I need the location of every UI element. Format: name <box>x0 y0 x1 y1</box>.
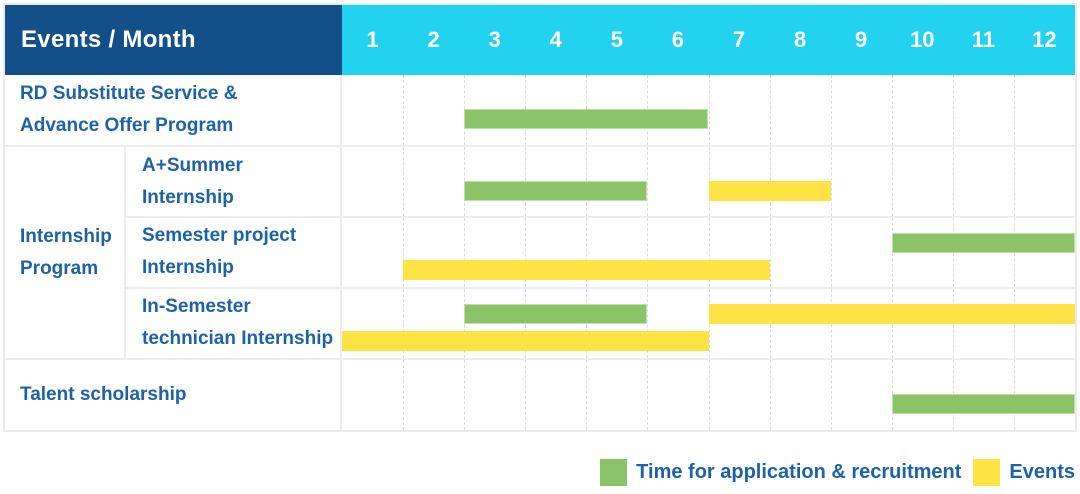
month-gridline <box>769 218 771 287</box>
chart-row <box>342 288 1075 358</box>
month-label: 8 <box>793 27 807 52</box>
month-gridline <box>647 218 649 287</box>
month-label: 10 <box>910 27 935 52</box>
month-label: 1 <box>366 27 379 52</box>
month-label: 2 <box>427 27 440 52</box>
chart-row <box>342 359 1075 430</box>
event-bar <box>708 303 1075 324</box>
table-row-in-semester: In-Semester technician Internship <box>126 286 1075 358</box>
month-gridline <box>403 359 405 430</box>
table-body: RD Substitute Service & Advance Offer Pr… <box>5 75 1075 430</box>
month-gridline <box>830 147 832 217</box>
chart-row <box>342 75 1075 146</box>
chart-row <box>342 147 1075 217</box>
month-gridline <box>586 218 588 287</box>
application-legend-swatch <box>600 458 628 486</box>
event-bar <box>342 330 709 351</box>
month-gridline <box>891 75 893 146</box>
month-gridline <box>403 75 405 146</box>
month-label: 5 <box>610 27 623 52</box>
internship-subrows: A+Summer Internship Semester project Int… <box>126 147 1075 358</box>
month-gridline <box>1013 147 1015 217</box>
month-gridline <box>403 218 405 287</box>
row-label: Talent scholarship <box>5 359 342 430</box>
month-label: 11 <box>971 27 995 52</box>
application-bar <box>464 109 709 129</box>
row-label: Semester project Internship <box>126 218 342 287</box>
month-gridline <box>891 147 893 217</box>
month-label: 6 <box>671 27 685 52</box>
month-gridline <box>830 218 832 287</box>
application-bar <box>464 303 648 324</box>
month-gridline <box>1013 75 1015 146</box>
month-gridline <box>952 75 954 146</box>
month-header-row: 1 2 3 4 5 6 7 8 9 10 11 12 <box>342 5 1075 75</box>
month-gridline <box>403 288 405 358</box>
application-legend-label: Time for application & recruitment <box>636 460 962 483</box>
table-title: Events / Month <box>21 26 196 53</box>
events-legend-label: Events <box>1009 460 1075 483</box>
table-header-row: Events / Month 1 2 3 4 5 6 7 8 9 10 11 12 <box>5 5 1075 75</box>
application-bar <box>891 393 1075 414</box>
month-gridline <box>769 75 771 146</box>
month-gridline <box>464 218 466 287</box>
month-gridline <box>403 147 405 217</box>
schedule-table: Events / Month 1 2 3 4 5 6 7 8 9 10 11 12 RD Substi… <box>3 3 1077 432</box>
internship-program-group: Internship Program A+Summer Internship S… <box>5 145 1075 358</box>
row-label: A+Summer Internship <box>126 147 342 217</box>
event-bar <box>403 260 770 281</box>
month-gridline <box>464 359 466 430</box>
month-label: 12 <box>1032 27 1057 52</box>
month-label: 9 <box>855 27 868 52</box>
month-gridline <box>647 359 649 430</box>
month-gridline <box>708 359 710 430</box>
month-gridline <box>708 75 710 146</box>
events-month-header-cell: Events / Month <box>5 5 342 75</box>
month-gridline <box>830 359 832 430</box>
table-row-semester-project: Semester project Internship <box>126 216 1075 287</box>
table-row-rd-substitute: RD Substitute Service & Advance Offer Pr… <box>5 75 1075 146</box>
month-gridline <box>769 359 771 430</box>
month-gridline <box>525 359 527 430</box>
month-label: 3 <box>488 27 501 52</box>
month-gridline <box>708 218 710 287</box>
events-legend-swatch <box>973 458 1001 486</box>
month-gridline <box>647 147 649 217</box>
chart-row <box>342 218 1075 287</box>
application-bar <box>891 233 1075 254</box>
table-row-a-summer: A+Summer Internship <box>126 147 1075 217</box>
table-row-talent-scholarship: Talent scholarship <box>5 357 1075 430</box>
group-label: Internship Program <box>5 147 126 358</box>
month-gridline <box>647 288 649 358</box>
month-gridline <box>830 75 832 146</box>
month-gridline <box>952 147 954 217</box>
month-gridline <box>525 218 527 287</box>
legend: Time for application & recruitment Event… <box>600 458 1075 486</box>
event-bar <box>708 181 831 202</box>
month-label: 4 <box>549 27 562 52</box>
month-gridline <box>586 359 588 430</box>
month-label: 7 <box>732 27 746 52</box>
row-label: RD Substitute Service & Advance Offer Pr… <box>5 75 342 146</box>
row-label: In-Semester technician Internship <box>126 288 342 358</box>
application-bar <box>464 181 648 202</box>
